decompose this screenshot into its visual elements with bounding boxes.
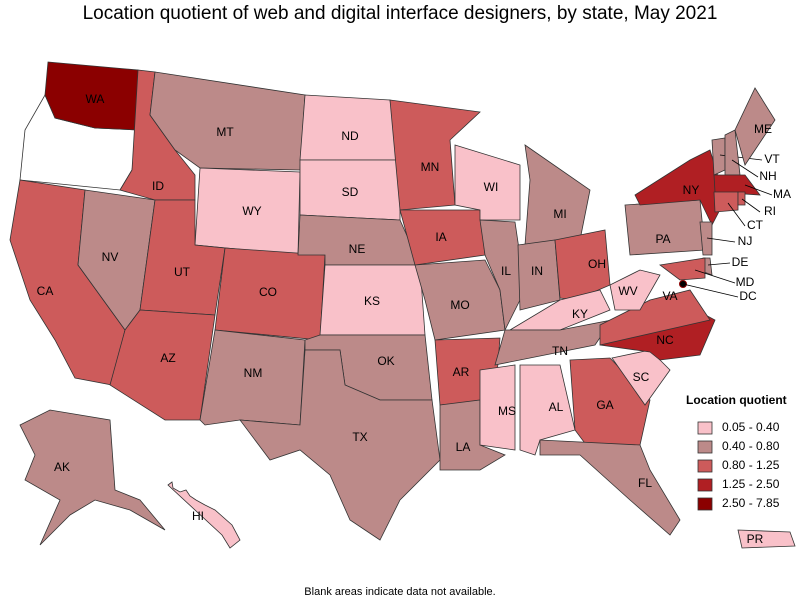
state-label: NM [244,366,263,380]
state-label: NJ [738,234,753,248]
state-label: IL [501,264,511,278]
state-label: NH [759,169,776,183]
state [479,364,516,451]
state-label: RI [764,204,776,218]
state-label: NC [656,333,674,347]
state [659,257,706,281]
legend-label: 0.40 - 0.80 [722,439,780,453]
legend-title: Location quotient [686,393,787,407]
state [19,409,166,546]
state-label: PA [655,232,670,246]
leader-line [694,269,736,284]
state-label: WV [618,284,637,298]
state-label: WI [484,180,499,194]
state-label: MN [421,160,440,174]
state-label: KY [572,307,588,321]
state [713,191,739,213]
leader-line [706,237,736,243]
legend-swatch [697,478,713,492]
state [699,221,713,256]
state-label: CT [747,218,764,232]
state-label: NE [349,242,366,256]
state-label: SC [633,370,650,384]
state-label: DE [732,255,749,269]
state [109,309,216,421]
state [299,94,401,161]
legend-label: 2.50 - 7.85 [722,496,780,510]
state-label: ND [341,129,359,143]
state-label: TN [552,344,568,358]
state-label: WY [242,204,261,218]
state [609,269,661,311]
leader-line [744,184,773,196]
state-label: PR [747,532,764,546]
state-label: MO [450,298,469,312]
state-label: MA [773,187,791,201]
state-label: AK [54,460,70,474]
state [389,99,481,211]
legend-swatch [697,497,713,511]
legend-label: 0.80 - 1.25 [722,458,780,472]
state-label: NY [683,183,700,197]
state-label: HI [192,509,204,523]
state-label: WA [86,92,105,106]
legend-swatch [697,440,713,454]
state-label: GA [596,398,613,412]
legend-label: 1.25 - 2.50 [722,477,780,491]
state-label: ID [152,179,164,193]
state-label: OH [588,257,606,271]
state-label: LA [456,440,471,454]
state [239,349,441,541]
legend-swatch [697,421,713,435]
state-label: VA [662,289,677,303]
state-label: MD [736,275,755,289]
state-label: IN [531,264,543,278]
state-label: FL [638,476,652,490]
state-label: AR [453,365,470,379]
state [711,137,726,176]
state [624,199,706,256]
leader-line [727,202,746,227]
state [634,149,726,226]
state-label: UT [174,265,191,279]
state-label: KS [364,294,380,308]
state-label: CA [37,284,54,298]
state [734,87,776,166]
leader-line [707,262,731,266]
state-label: MS [498,404,516,418]
state [539,439,681,536]
leader-line [682,283,739,298]
state-label: CO [259,285,277,299]
state-label: SD [342,185,359,199]
state-label: VT [764,152,780,166]
state [737,191,746,206]
leader-line [741,198,761,213]
map-title: Location quotient of web and digital int… [83,3,718,24]
state-label: TX [352,430,367,444]
legend-swatch [697,459,713,473]
state [737,529,796,549]
footnote: Blank areas indicate data not available. [304,586,495,598]
state [611,349,671,406]
leader-line [731,159,759,178]
state-label: NV [102,250,119,264]
state [713,174,761,196]
state [167,481,241,549]
state-label: MI [553,207,566,221]
state-label: OK [377,354,394,368]
state-label: ME [754,122,772,136]
state-label: IA [435,230,446,244]
state-label: AZ [160,351,175,365]
state-label: DC [739,289,757,303]
state [524,144,591,246]
state-label: MT [216,125,234,139]
state-label: AL [549,400,564,414]
legend-label: 0.05 - 0.40 [722,420,780,434]
